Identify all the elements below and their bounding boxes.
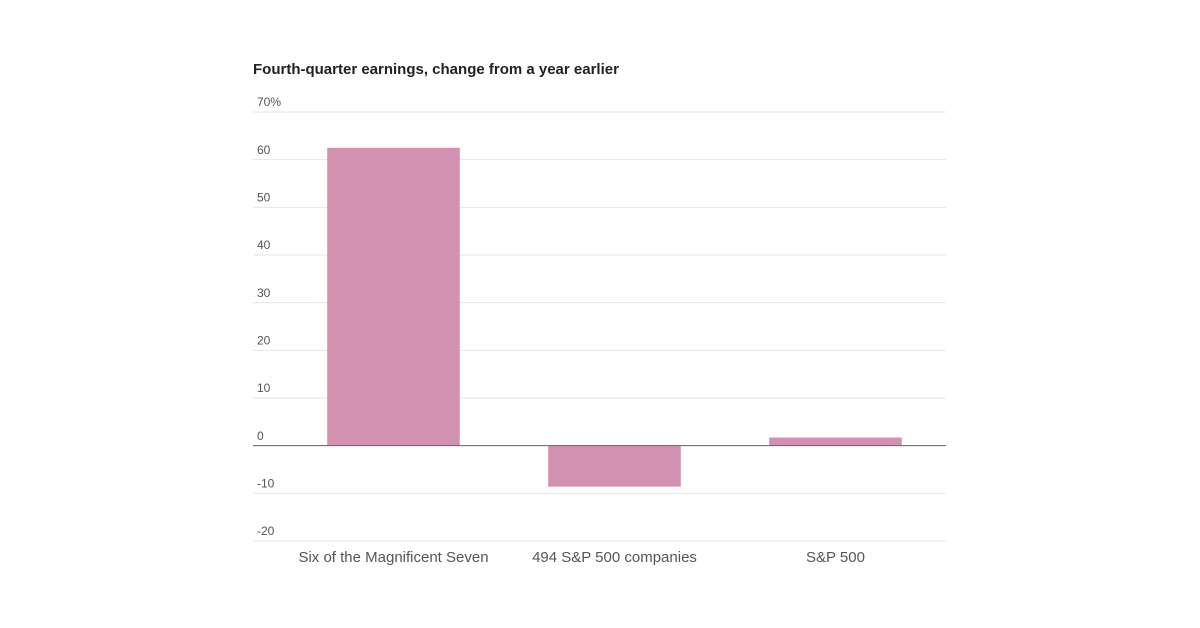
- chart-title: Fourth-quarter earnings, change from a y…: [253, 61, 619, 78]
- y-tick-label: 10: [257, 381, 271, 395]
- y-tick-label: 30: [257, 286, 271, 300]
- y-tick-label: 20: [257, 334, 271, 348]
- y-tick-label: 50: [257, 191, 271, 205]
- y-tick-label: 40: [257, 238, 271, 252]
- x-tick-label: 494 S&P 500 companies: [532, 549, 697, 566]
- y-tick-label: 60: [257, 143, 271, 157]
- x-tick-label: S&P 500: [806, 549, 865, 566]
- y-tick-label: -20: [257, 524, 275, 538]
- y-tick-label: 70%: [257, 95, 281, 109]
- bar: [548, 445, 681, 487]
- bar: [327, 147, 460, 446]
- y-tick-label: -10: [257, 477, 275, 491]
- bar: [769, 437, 902, 446]
- y-tick-label: 0: [257, 429, 264, 443]
- x-tick-label: Six of the Magnificent Seven: [298, 549, 488, 566]
